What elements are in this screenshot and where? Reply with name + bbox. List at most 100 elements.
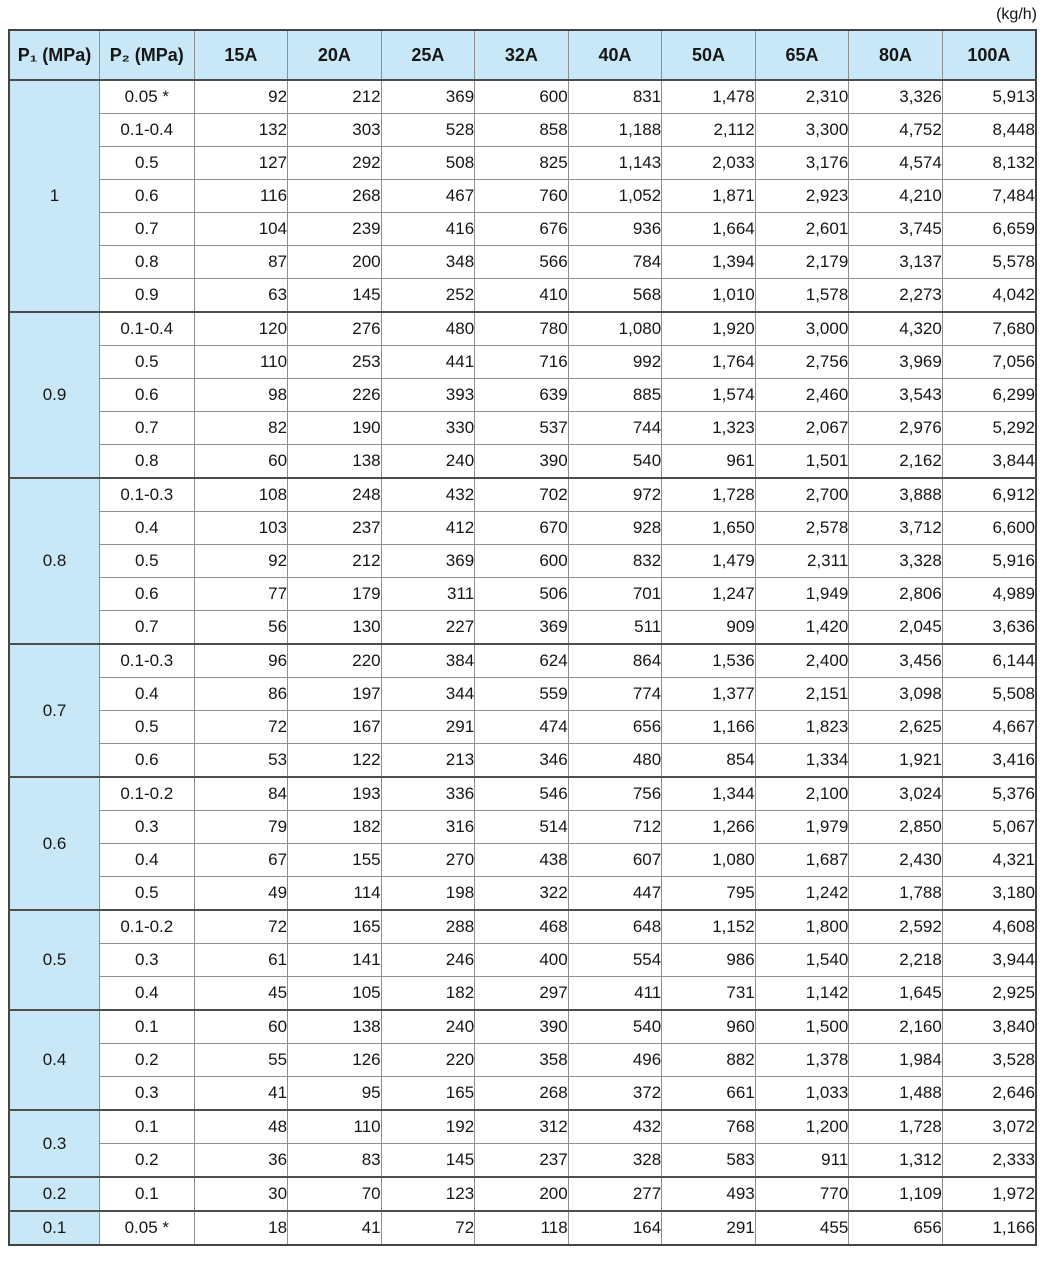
flow-value-cell: 1,344: [661, 776, 756, 811]
flow-value-cell: 393: [380, 378, 476, 412]
flow-value-cell: 7,056: [941, 345, 1037, 379]
flow-value-cell: 84: [193, 776, 289, 811]
flow-value-cell: 1,984: [848, 1043, 943, 1077]
p2-cell: 0.3: [99, 810, 195, 844]
flow-value-cell: 1,500: [754, 1009, 850, 1044]
flow-value-cell: 825: [474, 146, 569, 180]
flow-value-cell: 193: [287, 776, 382, 811]
flow-value-cell: 648: [567, 909, 663, 944]
flow-value-cell: 18: [193, 1210, 289, 1246]
p1-cell: 1: [8, 79, 101, 313]
flow-value-cell: 132: [193, 113, 289, 147]
flow-value-cell: 145: [380, 1143, 476, 1178]
flow-value-cell: 2,218: [848, 943, 943, 977]
size-column-header: 20A: [287, 29, 382, 81]
table-row: 0.4 0.1 60 138 240 390 540 960 1,500 2,160 3,840: [8, 1009, 1037, 1111]
table-row: 0.3 0.1 48 110 192 312 432 768 1,200 1,728 3,072: [8, 1109, 1037, 1178]
flow-value-cell: 165: [380, 1076, 476, 1111]
flow-value-cell: 98: [193, 378, 289, 412]
flow-value-cell: 1,788: [848, 876, 943, 911]
flow-value-cell: 2,160: [848, 1009, 943, 1044]
flow-value-cell: 45: [193, 976, 289, 1011]
flow-value-cell: 1,377: [661, 677, 756, 711]
p2-cell: 0.6: [99, 179, 195, 213]
flow-value-cell: 1,033: [754, 1076, 850, 1111]
flow-value-cell: 4,042: [941, 278, 1037, 313]
flow-value-cell: 4,320: [848, 311, 943, 346]
flow-value-cell: 1,574: [661, 378, 756, 412]
p2-cell: 0.1: [99, 1109, 195, 1144]
flow-value-cell: 416: [380, 212, 476, 246]
p2-cell: 0.5: [99, 710, 195, 744]
flow-value-cell: 103: [193, 511, 289, 545]
flow-value-cell: 1,166: [941, 1210, 1037, 1246]
flow-value-cell: 1,166: [661, 710, 756, 744]
flow-value-cell: 4,210: [848, 179, 943, 213]
flow-value-cell: 410: [474, 278, 569, 313]
size-column-header: 15A: [193, 29, 289, 81]
flow-value-cell: 1,488: [848, 1076, 943, 1111]
flow-value-cell: 72: [380, 1210, 476, 1246]
flow-value-cell: 130: [287, 610, 382, 645]
flow-value-cell: 5,913: [941, 79, 1037, 114]
flow-value-cell: 3,456: [848, 643, 943, 678]
flow-value-cell: 909: [661, 610, 756, 645]
flow-value-cell: 372: [567, 1076, 663, 1111]
flow-value-cell: 82: [193, 411, 289, 445]
table-row: 0.8 60 138 240 390 540 961 1,501 2,162 3,844: [9, 444, 1037, 479]
flow-value-cell: 506: [474, 577, 569, 611]
flow-value-cell: 412: [380, 511, 476, 545]
flow-value-cell: 2,333: [941, 1143, 1037, 1178]
flow-value-cell: 1,479: [661, 544, 756, 578]
flow-value-cell: 105: [287, 976, 382, 1011]
p2-cell: 0.05 *: [99, 1210, 195, 1246]
p1-cell: 0.6: [8, 776, 101, 911]
flow-value-cell: 2,151: [754, 677, 850, 711]
flow-value-cell: 832: [567, 544, 663, 578]
flow-value-cell: 303: [287, 113, 382, 147]
size-column-header: 50A: [661, 29, 756, 81]
flow-value-cell: 768: [661, 1109, 756, 1144]
flow-value-cell: 624: [474, 643, 569, 678]
flow-value-cell: 212: [287, 79, 382, 114]
p1-column-header: P₁ (MPa): [8, 29, 101, 81]
flow-value-cell: 858: [474, 113, 569, 147]
flow-value-cell: 1,823: [754, 710, 850, 744]
flow-value-cell: 5,376: [941, 776, 1037, 811]
flow-value-cell: 1,152: [661, 909, 756, 944]
flow-value-cell: 277: [567, 1176, 663, 1212]
flow-value-cell: 1,266: [661, 810, 756, 844]
flow-value-cell: 3,328: [848, 544, 943, 578]
flow-value-cell: 2,460: [754, 378, 850, 412]
flow-value-cell: 3,745: [848, 212, 943, 246]
table-row: 0.4 45 105 182 297 411 731 1,142 1,645 2,925: [9, 976, 1037, 1011]
flow-value-cell: 1,921: [848, 743, 943, 778]
flow-value-cell: 369: [380, 544, 476, 578]
flow-value-cell: 390: [474, 444, 569, 479]
table-row: 1 0.05 * 92 212 369 600 831 1,478 2,310 3,326 5,91…: [8, 79, 1037, 313]
flow-value-cell: 1,052: [567, 179, 663, 213]
flow-value-cell: 122: [287, 743, 382, 778]
flow-value-cell: 2,067: [754, 411, 850, 445]
flow-value-cell: 508: [380, 146, 476, 180]
flow-value-cell: 600: [474, 79, 569, 114]
flow-value-cell: 480: [380, 311, 476, 346]
flow-value-cell: 2,033: [661, 146, 756, 180]
table-row: 0.3 61 141 246 400 554 986 1,540 2,218 3,944: [9, 943, 1037, 977]
flow-value-cell: 447: [567, 876, 663, 911]
flow-value-cell: 546: [474, 776, 569, 811]
flow-value-cell: 240: [380, 444, 476, 479]
table-row: 0.2 0.1 30 70 123 200 277 493 770 1,109 1,972: [8, 1176, 1037, 1212]
p2-cell: 0.7: [99, 411, 195, 445]
flow-value-cell: 164: [567, 1210, 663, 1246]
size-column-header: 32A: [474, 29, 569, 81]
table-row: 0.1 0.05 * 18 41 72 118 164 291 455 656 1,166: [8, 1210, 1037, 1246]
flow-value-cell: 83: [287, 1143, 382, 1178]
flow-value-cell: 656: [848, 1210, 943, 1246]
flow-value-cell: 1,420: [754, 610, 850, 645]
flow-value-cell: 86: [193, 677, 289, 711]
flow-value-cell: 67: [193, 843, 289, 877]
flow-value-cell: 2,400: [754, 643, 850, 678]
flow-value-cell: 3,840: [941, 1009, 1037, 1044]
flow-capacity-table: P₁ (MPa) P₂ (MPa) 15A 20A 25A 32A 40A 50A 65A 80A…: [8, 29, 1037, 1246]
